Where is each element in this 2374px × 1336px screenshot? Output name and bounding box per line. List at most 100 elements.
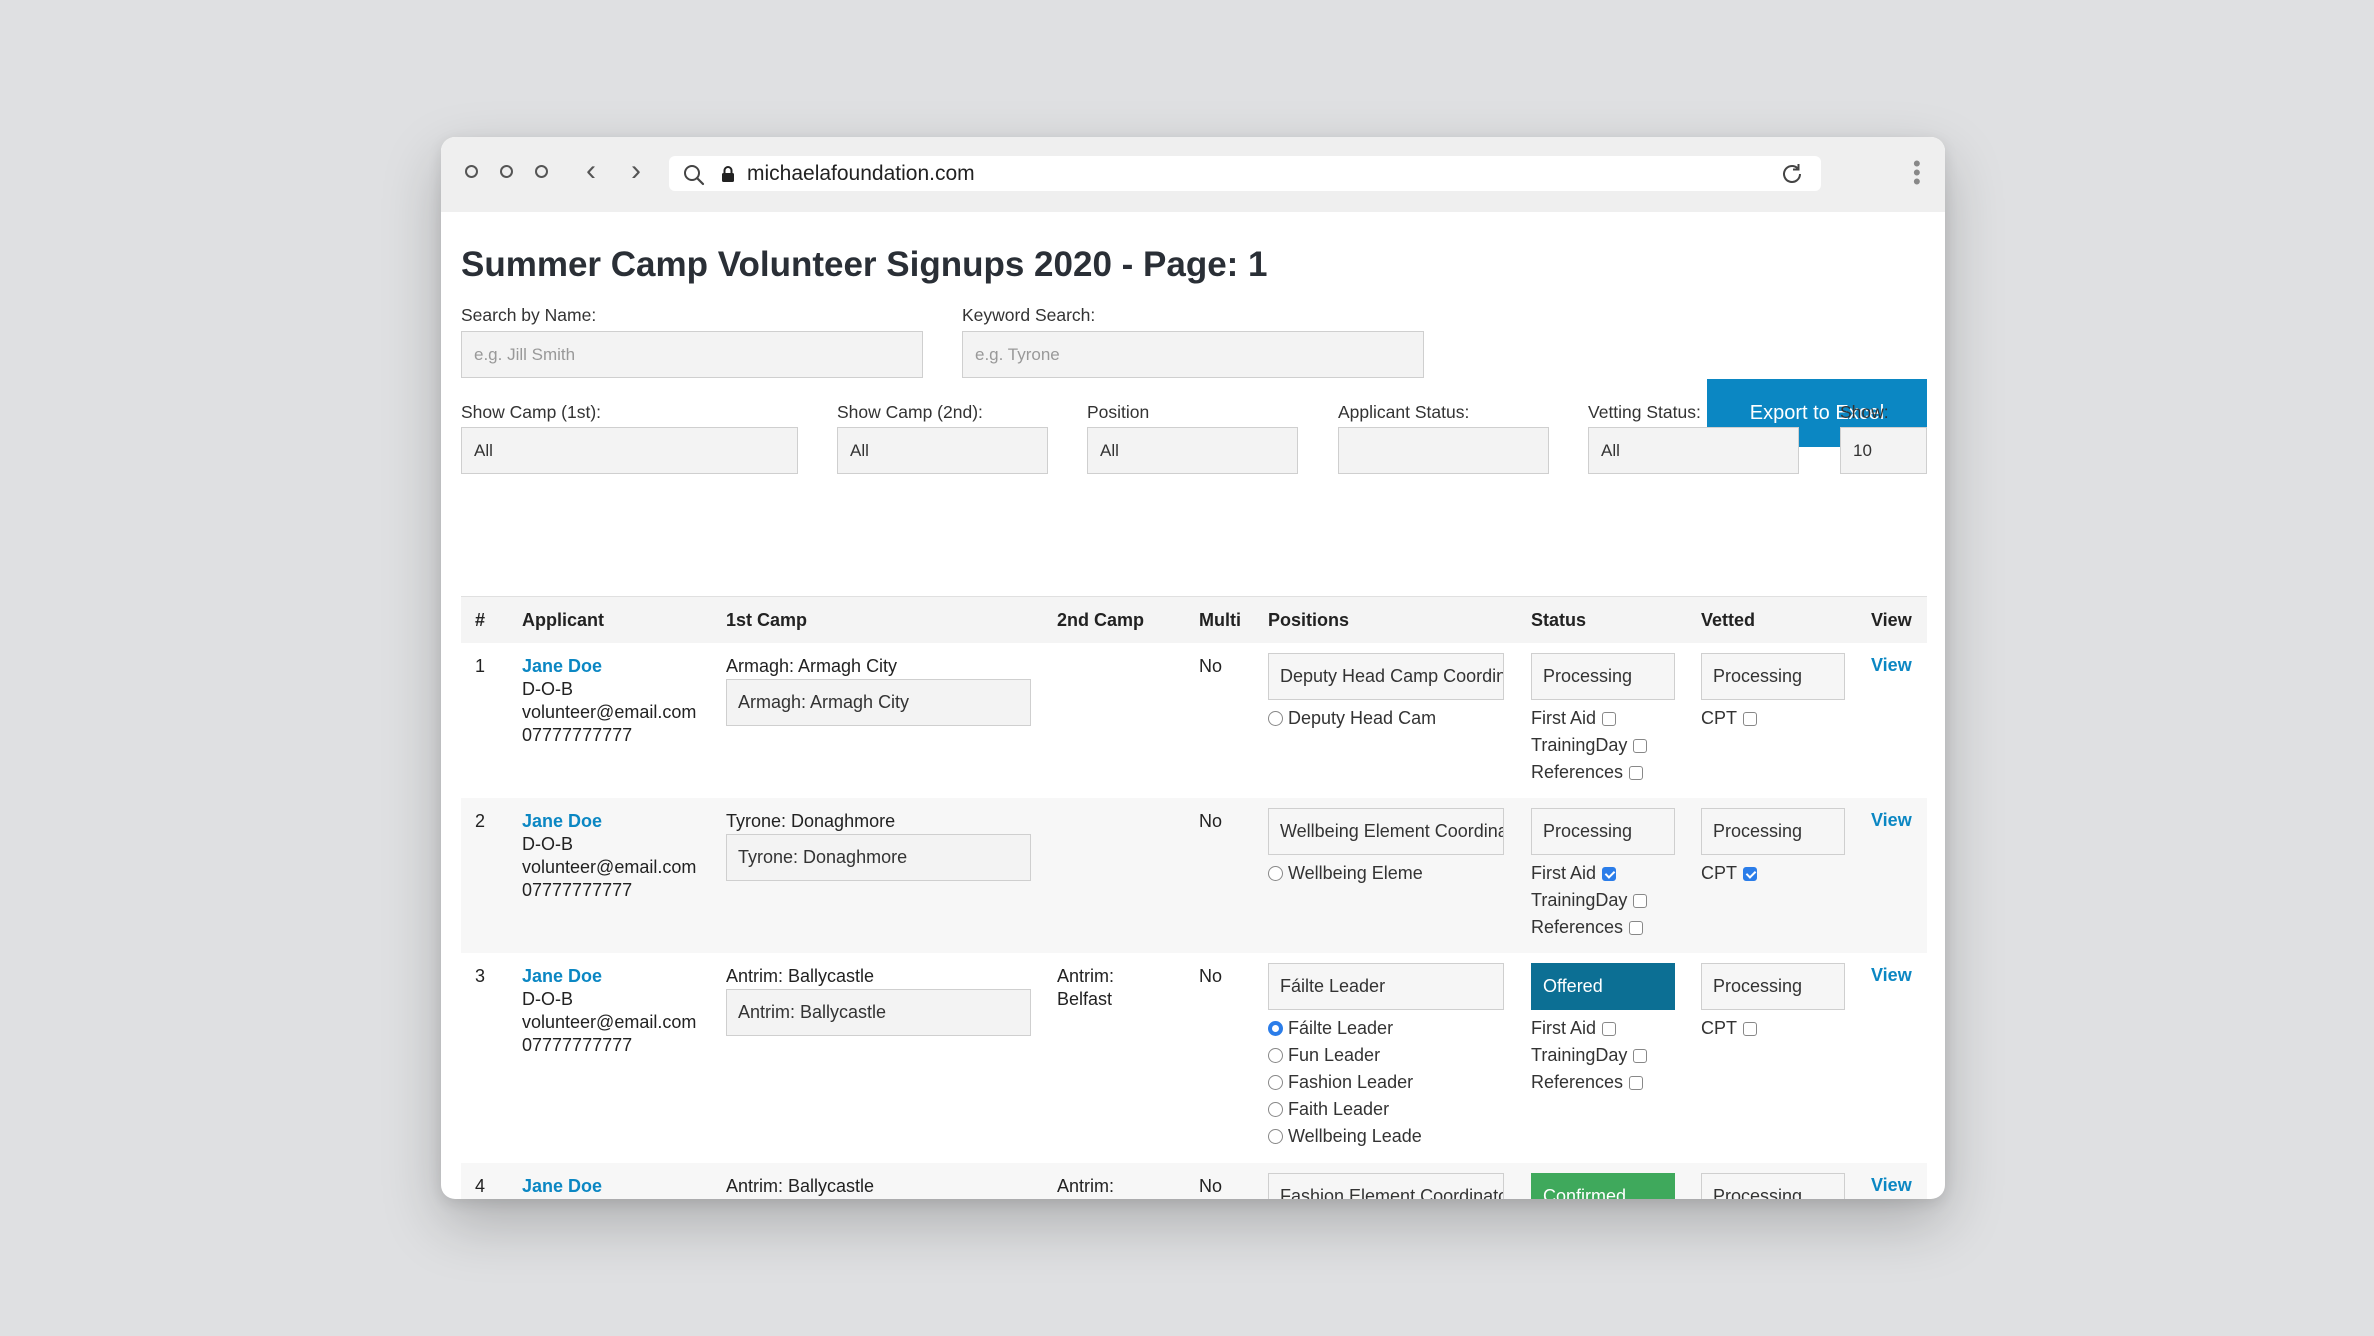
reload-icon[interactable] [1779, 161, 1805, 187]
position-filter-select[interactable]: All [1087, 427, 1298, 474]
position-radio[interactable] [1268, 866, 1283, 881]
first-aid-checkbox[interactable] [1602, 712, 1617, 726]
view-link[interactable]: View [1871, 1175, 1912, 1195]
references-checkbox[interactable] [1629, 1076, 1644, 1090]
position-select[interactable]: Wellbeing Element Coordinator [1268, 808, 1504, 855]
training-day-checkbox[interactable] [1633, 1049, 1648, 1063]
training-day-check[interactable]: TrainingDay [1531, 734, 1648, 756]
position-option[interactable]: Deputy Head Cam [1268, 707, 1436, 729]
table-row: 2 Jane Doe D-O-B volunteer@email.com 0777777… [461, 798, 1927, 953]
cpt-check[interactable]: CPT [1701, 862, 1757, 884]
window-minimize-dot[interactable] [500, 165, 513, 178]
search-name-input[interactable]: e.g. Jill Smith [461, 331, 923, 378]
vetting-status-select[interactable]: All [1588, 427, 1799, 474]
vetted-select[interactable]: Processing [1701, 963, 1845, 1010]
view-link[interactable]: View [1871, 655, 1912, 675]
position-option[interactable]: Fáilte Leader [1268, 1017, 1393, 1039]
applicant-name-link[interactable]: Jane Doe [522, 966, 603, 986]
first-aid-label: First Aid [1531, 1018, 1597, 1038]
vetted-select[interactable]: Processing [1701, 1173, 1845, 1199]
position-radio[interactable] [1268, 1075, 1283, 1090]
applicant-status-select[interactable] [1338, 427, 1549, 474]
first-aid-checkbox[interactable] [1602, 867, 1617, 881]
position-select[interactable]: Fáilte Leader [1268, 963, 1504, 1010]
applicant-name-link[interactable]: Jane Doe [522, 811, 603, 831]
first-aid-label: First Aid [1531, 863, 1597, 883]
camp1-filter-select[interactable]: All [461, 427, 798, 474]
first-aid-check[interactable]: First Aid [1531, 862, 1617, 884]
references-check[interactable]: References [1531, 916, 1644, 938]
references-checkbox[interactable] [1629, 766, 1644, 780]
table-header: # Applicant 1st Camp 2nd Camp Multi Posi… [461, 597, 1927, 643]
table-row: 3 Jane Doe D-O-B volunteer@email.com 0777777… [461, 953, 1927, 1163]
cpt-checkbox[interactable] [1743, 1022, 1757, 1036]
lock-icon [722, 166, 734, 182]
position-option[interactable]: Fun Leader [1268, 1044, 1380, 1066]
position-radio[interactable] [1268, 1102, 1283, 1117]
training-day-check[interactable]: TrainingDay [1531, 889, 1648, 911]
first-aid-check[interactable]: First Aid [1531, 1017, 1617, 1039]
keyword-search-input[interactable]: e.g. Tyrone [962, 331, 1424, 378]
applicant-name-link[interactable]: Jane Doe [522, 1176, 603, 1196]
position-option-label: Deputy Head Cam [1288, 708, 1437, 728]
cpt-checkbox[interactable] [1743, 712, 1757, 726]
cpt-check[interactable]: CPT [1701, 707, 1757, 729]
references-check[interactable]: References [1531, 1071, 1644, 1093]
cpt-label: CPT [1701, 708, 1737, 728]
references-label: References [1531, 917, 1624, 937]
applicant-status-label: Applicant Status: [1338, 402, 1470, 422]
browser-menu-icon[interactable]: • • • [1913, 151, 1921, 194]
header-view: View [1871, 610, 1912, 630]
vetted-select[interactable]: Processing [1701, 808, 1845, 855]
window-maximize-dot[interactable] [535, 165, 548, 178]
view-link[interactable]: View [1871, 810, 1912, 830]
training-day-checkbox[interactable] [1633, 894, 1648, 908]
position-option-label: Fun Leader [1288, 1045, 1381, 1065]
position-option-label: Faith Leader [1288, 1099, 1390, 1119]
cpt-checkbox[interactable] [1743, 867, 1757, 881]
first-aid-checkbox[interactable] [1602, 1022, 1617, 1036]
browser-window: ‹ › michaelafoundation.com • • • Summer Ca… [441, 137, 1945, 1199]
address-bar[interactable]: michaelafoundation.com [669, 156, 1821, 191]
references-check[interactable]: References [1531, 761, 1644, 783]
training-day-check[interactable]: TrainingDay [1531, 1044, 1648, 1066]
position-select[interactable]: Deputy Head Camp Coordinator [1268, 653, 1504, 700]
references-label: References [1531, 762, 1624, 782]
camp1-text: Antrim: Ballycastle [726, 966, 875, 986]
status-select[interactable]: Confirmed [1531, 1173, 1675, 1199]
position-radio[interactable] [1268, 1129, 1283, 1144]
applicant-dob: D-O-B [522, 989, 573, 1009]
references-checkbox[interactable] [1629, 921, 1644, 935]
status-select[interactable]: Processing [1531, 653, 1675, 700]
position-option[interactable]: Wellbeing Leade [1268, 1125, 1422, 1147]
camp2-filter-select[interactable]: All [837, 427, 1048, 474]
applicant-name-link[interactable]: Jane Doe [522, 656, 603, 676]
back-arrow-icon[interactable]: ‹ [586, 154, 596, 187]
position-option[interactable]: Fashion Leader [1268, 1071, 1413, 1093]
first-aid-check[interactable]: First Aid [1531, 707, 1617, 729]
position-radio[interactable] [1268, 711, 1283, 726]
row-number: 4 [475, 1176, 486, 1196]
position-select[interactable]: Fashion Element Coordinator [1268, 1173, 1504, 1199]
applicant-phone: 07777777777 [522, 880, 633, 900]
forward-arrow-icon[interactable]: › [631, 154, 641, 187]
position-radio[interactable] [1268, 1048, 1283, 1063]
show-count-select[interactable]: 10 [1840, 427, 1927, 474]
status-select[interactable]: Offered [1531, 963, 1675, 1010]
header-positions: Positions [1268, 610, 1350, 630]
window-close-dot[interactable] [465, 165, 478, 178]
position-option-label: Fáilte Leader [1288, 1018, 1394, 1038]
training-day-checkbox[interactable] [1633, 739, 1648, 753]
url-text: michaelafoundation.com [747, 162, 975, 185]
position-option[interactable]: Wellbeing Eleme [1268, 862, 1423, 884]
view-link[interactable]: View [1871, 965, 1912, 985]
camp1-select[interactable]: Antrim: Ballycastle [726, 989, 1031, 1036]
position-radio[interactable] [1268, 1021, 1283, 1036]
applicant-email: volunteer@email.com [522, 1012, 697, 1032]
vetted-select[interactable]: Processing [1701, 653, 1845, 700]
status-select[interactable]: Processing [1531, 808, 1675, 855]
cpt-check[interactable]: CPT [1701, 1017, 1757, 1039]
position-option[interactable]: Faith Leader [1268, 1098, 1389, 1120]
camp1-select[interactable]: Tyrone: Donaghmore [726, 834, 1031, 881]
camp1-select[interactable]: Armagh: Armagh City [726, 679, 1031, 726]
